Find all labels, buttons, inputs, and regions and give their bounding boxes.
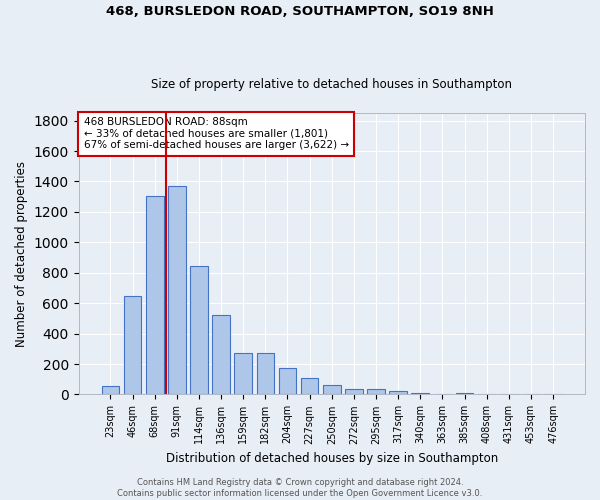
Bar bbox=[367, 389, 385, 394]
Bar bbox=[456, 392, 473, 394]
X-axis label: Distribution of detached houses by size in Southampton: Distribution of detached houses by size … bbox=[166, 452, 498, 465]
Bar bbox=[412, 393, 429, 394]
Bar bbox=[278, 368, 296, 394]
Bar bbox=[168, 186, 185, 394]
Bar bbox=[101, 386, 119, 394]
Y-axis label: Number of detached properties: Number of detached properties bbox=[15, 160, 28, 346]
Bar bbox=[323, 384, 341, 394]
Bar bbox=[235, 352, 252, 395]
Bar bbox=[301, 378, 319, 394]
Bar bbox=[257, 352, 274, 395]
Bar bbox=[345, 389, 363, 394]
Bar bbox=[389, 392, 407, 394]
Text: 468, BURSLEDON ROAD, SOUTHAMPTON, SO19 8NH: 468, BURSLEDON ROAD, SOUTHAMPTON, SO19 8… bbox=[106, 5, 494, 18]
Bar bbox=[190, 266, 208, 394]
Title: Size of property relative to detached houses in Southampton: Size of property relative to detached ho… bbox=[151, 78, 512, 91]
Text: 468 BURSLEDON ROAD: 88sqm
← 33% of detached houses are smaller (1,801)
67% of se: 468 BURSLEDON ROAD: 88sqm ← 33% of detac… bbox=[83, 117, 349, 150]
Bar bbox=[124, 296, 142, 394]
Text: Contains HM Land Registry data © Crown copyright and database right 2024.
Contai: Contains HM Land Registry data © Crown c… bbox=[118, 478, 482, 498]
Bar bbox=[212, 314, 230, 394]
Bar bbox=[146, 196, 164, 394]
